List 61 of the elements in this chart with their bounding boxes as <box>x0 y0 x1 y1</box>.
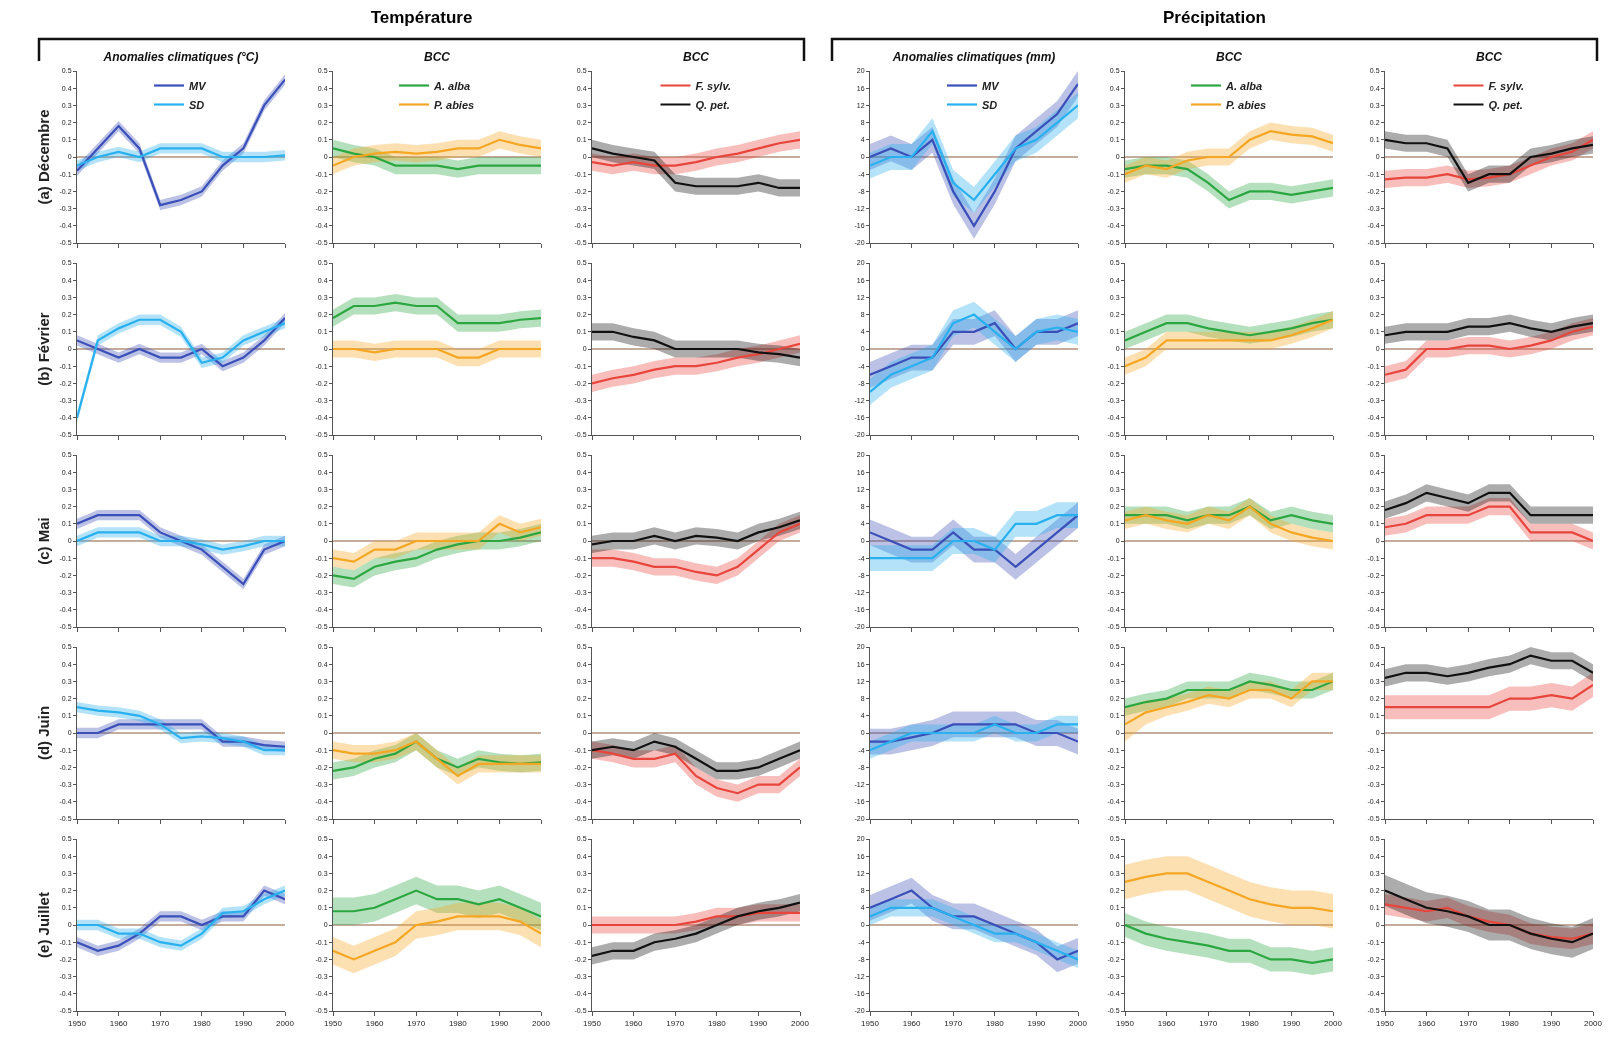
legend-label: SD <box>982 98 998 111</box>
x-tick-label: 1970 <box>1459 1018 1478 1028</box>
x-tick-label: 1970 <box>407 1018 426 1028</box>
x-tick-label: 1960 <box>902 1018 922 1028</box>
legend-label: SD <box>189 98 205 111</box>
x-tick-label: 1970 <box>1199 1018 1218 1028</box>
x-tick-label: 1990 <box>1027 1018 1046 1028</box>
legend-label: Q. pet. <box>1488 98 1523 111</box>
chart-title: Anomalies climatiques (mm) <box>891 50 1056 65</box>
x-tick-label: 1950 <box>1116 1018 1135 1028</box>
y-axis-title: (c) Mai <box>34 517 52 565</box>
x-tick-label: 1960 <box>1417 1018 1437 1028</box>
x-tick-label: 1980 <box>192 1018 212 1028</box>
legend-label: P. abies <box>434 98 475 111</box>
text: Précipitation <box>1163 8 1266 28</box>
x-tick-label: 1970 <box>944 1018 963 1028</box>
x-tick-label: 1960 <box>365 1018 385 1028</box>
chart-title: Anomalies climatiques (°C) <box>102 50 259 65</box>
legend-label: F. sylv. <box>695 79 731 92</box>
x-tick-label: 1990 <box>1282 1018 1301 1028</box>
x-tick-label: 2000 <box>791 1018 810 1028</box>
x-tick-label: 2000 <box>1584 1018 1603 1028</box>
legend-label: P. abies <box>1226 98 1267 111</box>
x-tick-label: 1960 <box>109 1018 129 1028</box>
x-tick-label: 1980 <box>1500 1018 1520 1028</box>
y-axis-title: (b) Février <box>34 312 52 386</box>
y-axis-title: (e) Juillet <box>34 892 52 958</box>
chart-title: BCC <box>1216 50 1243 65</box>
chart-title: BCC <box>1476 50 1503 65</box>
legend-label: F. sylv. <box>1488 79 1524 92</box>
x-tick-label: 1990 <box>749 1018 768 1028</box>
x-tick-label: 2000 <box>276 1018 295 1028</box>
x-tick-label: 1970 <box>151 1018 170 1028</box>
x-tick-label: 1990 <box>490 1018 509 1028</box>
legend-label: A. alba <box>1225 79 1263 92</box>
x-tick-label: 1950 <box>68 1018 87 1028</box>
legend-label: MV <box>189 79 208 92</box>
x-tick-label: 1950 <box>324 1018 343 1028</box>
x-tick-label: 1990 <box>1542 1018 1561 1028</box>
x-tick-label: 2000 <box>1069 1018 1088 1028</box>
x-tick-label: 1980 <box>707 1018 727 1028</box>
y-axis-title: (a) Décembre <box>34 109 52 205</box>
x-tick-label: 1970 <box>666 1018 685 1028</box>
x-tick-label: 2000 <box>1324 1018 1343 1028</box>
x-tick-label: 1950 <box>1376 1018 1395 1028</box>
legend-label: A. alba <box>433 79 471 92</box>
x-tick-label: 1950 <box>583 1018 602 1028</box>
x-tick-label: 1980 <box>985 1018 1005 1028</box>
y-axis-title: (d) Juin <box>34 705 52 761</box>
text: Température <box>370 8 473 28</box>
chart-title: BCC <box>683 50 710 65</box>
legend-label: MV <box>982 79 1001 92</box>
x-tick-label: 1980 <box>1240 1018 1260 1028</box>
chart-title: BCC <box>424 50 451 65</box>
x-tick-label: 1960 <box>1157 1018 1177 1028</box>
x-tick-label: 1960 <box>624 1018 644 1028</box>
x-tick-label: 1990 <box>234 1018 253 1028</box>
legend-label: Q. pet. <box>695 98 730 111</box>
x-tick-label: 2000 <box>532 1018 551 1028</box>
x-tick-label: 1950 <box>861 1018 880 1028</box>
x-tick-label: 1980 <box>448 1018 468 1028</box>
